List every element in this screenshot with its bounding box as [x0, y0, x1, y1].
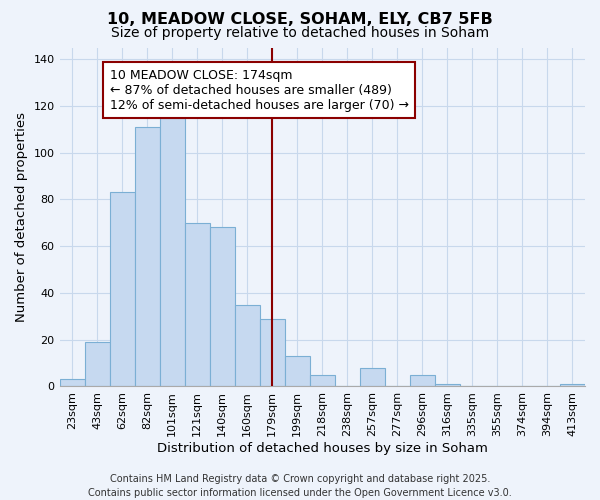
Bar — [560, 384, 585, 386]
Bar — [410, 375, 435, 386]
Bar — [310, 375, 335, 386]
Bar — [134, 127, 160, 386]
Bar — [260, 318, 285, 386]
Bar — [160, 118, 185, 386]
Bar — [209, 228, 235, 386]
Bar — [85, 342, 110, 386]
Text: Contains HM Land Registry data © Crown copyright and database right 2025.
Contai: Contains HM Land Registry data © Crown c… — [88, 474, 512, 498]
Bar — [110, 192, 134, 386]
Y-axis label: Number of detached properties: Number of detached properties — [15, 112, 28, 322]
Bar — [59, 380, 85, 386]
Text: Size of property relative to detached houses in Soham: Size of property relative to detached ho… — [111, 26, 489, 40]
Bar — [435, 384, 460, 386]
Bar — [235, 304, 260, 386]
Bar — [360, 368, 385, 386]
Bar — [285, 356, 310, 386]
X-axis label: Distribution of detached houses by size in Soham: Distribution of detached houses by size … — [157, 442, 488, 455]
Bar — [185, 223, 209, 386]
Text: 10 MEADOW CLOSE: 174sqm
← 87% of detached houses are smaller (489)
12% of semi-d: 10 MEADOW CLOSE: 174sqm ← 87% of detache… — [110, 68, 409, 112]
Text: 10, MEADOW CLOSE, SOHAM, ELY, CB7 5FB: 10, MEADOW CLOSE, SOHAM, ELY, CB7 5FB — [107, 12, 493, 28]
